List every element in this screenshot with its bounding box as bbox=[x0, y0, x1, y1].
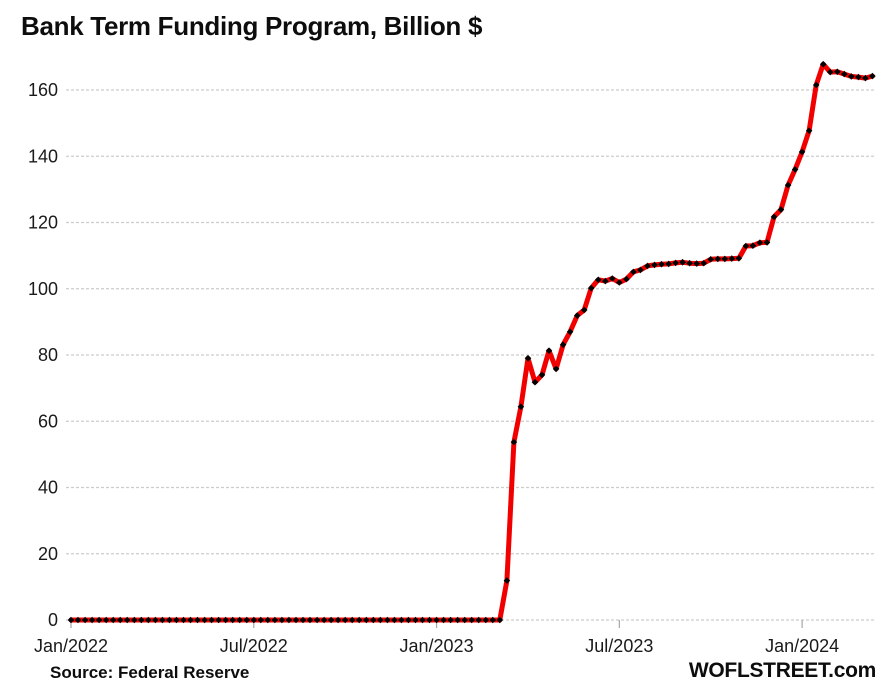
y-axis-tick-label: 40 bbox=[38, 478, 58, 498]
x-axis-tick-label: Jan/2023 bbox=[400, 636, 474, 656]
y-axis-tick-label: 160 bbox=[28, 80, 58, 100]
y-axis-tick-label: 20 bbox=[38, 544, 58, 564]
y-axis-tick-label: 140 bbox=[28, 146, 58, 166]
y-axis-tick-label: 60 bbox=[38, 411, 58, 431]
x-axis-tick-label: Jan/2022 bbox=[34, 636, 108, 656]
y-axis-tick-label: 100 bbox=[28, 279, 58, 299]
data-point-markers bbox=[67, 60, 876, 624]
y-axis-tick-label: 120 bbox=[28, 213, 58, 233]
data-line bbox=[68, 61, 875, 623]
x-axis-tick-label: Jul/2022 bbox=[220, 636, 288, 656]
x-axis-tick-label: Jan/2024 bbox=[765, 636, 839, 656]
source-note: Source: Federal Reserve bbox=[50, 663, 250, 682]
y-axis-tick-label: 0 bbox=[48, 610, 58, 630]
chart-title: Bank Term Funding Program, Billion $ bbox=[21, 11, 483, 41]
x-axis-tick-label: Jul/2023 bbox=[585, 636, 653, 656]
y-axis-tick-label: 80 bbox=[38, 345, 58, 365]
site-branding: WOFLSTREET.com bbox=[688, 659, 876, 682]
